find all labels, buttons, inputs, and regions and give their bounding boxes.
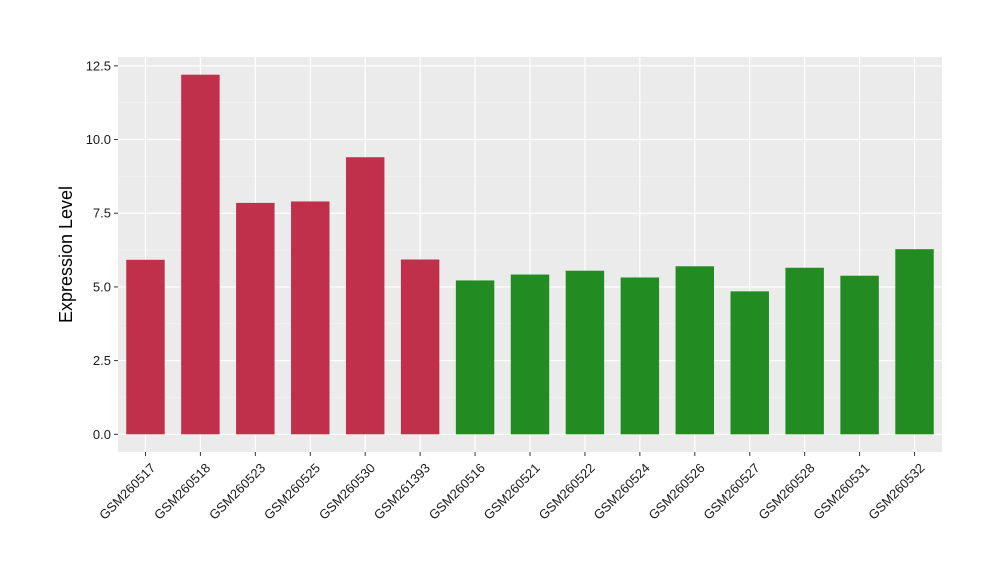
x-tick-label: GSM260531 xyxy=(810,460,872,522)
y-axis-label: Expression Level xyxy=(56,186,76,323)
x-tick-label: GSM260524 xyxy=(591,460,653,522)
bar-GSM260521 xyxy=(510,274,550,435)
bar-GSM260526 xyxy=(675,266,715,435)
x-tick-label: GSM260530 xyxy=(316,460,378,522)
x-tick-label: GSM260517 xyxy=(96,460,158,522)
x-axis: GSM260517GSM260518GSM260523GSM260525GSM2… xyxy=(96,452,927,523)
bar-GSM260530 xyxy=(345,157,385,435)
bar-GSM260531 xyxy=(840,275,879,435)
bar-GSM261393 xyxy=(400,259,440,435)
y-tick-label: 10.0 xyxy=(86,132,111,147)
x-tick-label: GSM260526 xyxy=(645,460,707,522)
bar-GSM260518 xyxy=(181,74,220,435)
bar-GSM260516 xyxy=(455,280,495,435)
x-tick-label: GSM260523 xyxy=(206,460,268,522)
x-tick-label: GSM260527 xyxy=(700,460,762,522)
x-tick-label: GSM260525 xyxy=(261,460,323,522)
y-tick-label: 0.0 xyxy=(93,427,111,442)
y-tick-label: 12.5 xyxy=(86,58,111,73)
x-tick-label: GSM260532 xyxy=(865,460,927,522)
bar-GSM260528 xyxy=(785,267,824,435)
bar-GSM260524 xyxy=(620,277,660,435)
x-tick-label: GSM261393 xyxy=(371,460,433,522)
y-tick-label: 5.0 xyxy=(93,279,111,294)
bars xyxy=(126,74,934,435)
x-tick-label: GSM260522 xyxy=(536,460,598,522)
bar-GSM260517 xyxy=(126,259,165,435)
bar-GSM260523 xyxy=(236,202,275,435)
y-tick-label: 7.5 xyxy=(93,206,111,221)
bar-GSM260525 xyxy=(291,201,330,435)
y-axis: 0.0 2.5 5.0 7.5 10.0 12.5 xyxy=(86,58,118,442)
bar-GSM260532 xyxy=(895,249,934,435)
y-tick-label: 2.5 xyxy=(93,353,111,368)
bar-GSM260522 xyxy=(565,270,605,435)
x-tick-label: GSM260528 xyxy=(755,460,817,522)
x-tick-label: GSM260521 xyxy=(481,460,543,522)
x-tick-label: GSM260518 xyxy=(151,460,213,522)
x-tick-label: GSM260516 xyxy=(426,460,488,522)
bar-GSM260527 xyxy=(730,291,769,435)
